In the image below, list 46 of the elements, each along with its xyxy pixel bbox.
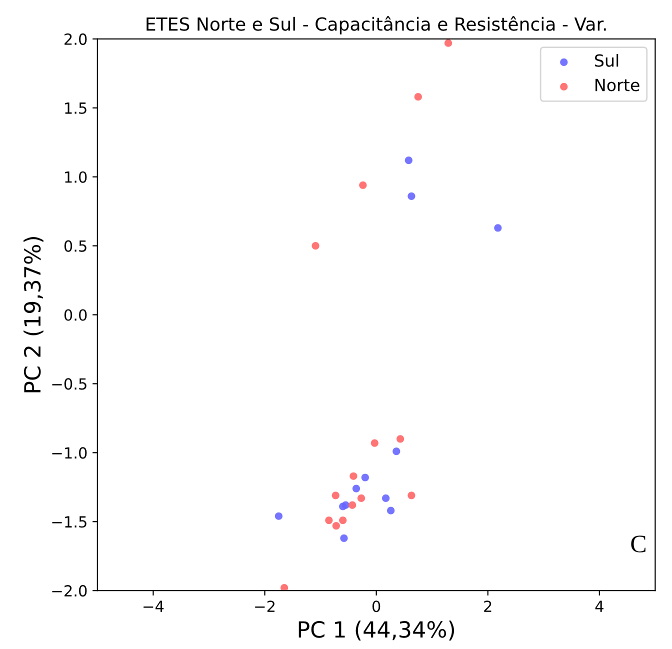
point <box>396 435 404 443</box>
x-tick-label: 4 <box>595 600 604 612</box>
point <box>312 242 320 250</box>
point <box>352 484 360 492</box>
point <box>370 439 378 447</box>
y-tick-label: −2.0 <box>52 585 87 597</box>
y-tick-label: 1.0 <box>65 171 87 183</box>
point <box>332 522 340 530</box>
y-tick-label: −1.5 <box>52 516 86 528</box>
y-tick-label: −0.5 <box>52 378 86 390</box>
point <box>325 516 333 524</box>
annotation: C <box>631 536 646 552</box>
point <box>408 492 416 500</box>
point <box>392 447 400 456</box>
point <box>414 93 422 101</box>
y-tick-label: −1.0 <box>52 447 87 459</box>
x-tick-label: 2 <box>484 600 492 612</box>
x-tick-label: −4 <box>144 600 164 612</box>
point <box>280 584 288 591</box>
point <box>340 534 348 542</box>
point <box>408 192 416 200</box>
y-axis-title: PC 2 (19,37%) <box>24 237 44 392</box>
point <box>274 512 283 520</box>
y-tick-label: 0.0 <box>64 309 87 321</box>
legend-label: Sul <box>594 54 618 67</box>
point <box>350 472 358 480</box>
x-tick-label: 0 <box>372 600 380 612</box>
chart-title: ETES Norte e Sul - Capacitância e Resistência - Var. <box>146 16 606 34</box>
point <box>332 492 340 500</box>
point <box>494 224 502 232</box>
point <box>342 501 350 509</box>
y-tick-label: 2.0 <box>64 33 87 45</box>
point <box>387 506 395 514</box>
point <box>348 501 356 509</box>
y-tick-label: 0.5 <box>64 240 86 252</box>
point <box>361 474 369 482</box>
x-tick-label: −2 <box>255 600 274 612</box>
point <box>382 494 390 502</box>
x-axis-title: PC 1 (44,34%) <box>298 620 454 640</box>
legend-label: Norte <box>596 78 640 92</box>
y-tick-label: 1.5 <box>65 102 86 114</box>
point <box>359 181 367 189</box>
point <box>444 39 452 47</box>
point <box>339 516 347 524</box>
point <box>357 494 366 502</box>
point <box>404 156 412 164</box>
